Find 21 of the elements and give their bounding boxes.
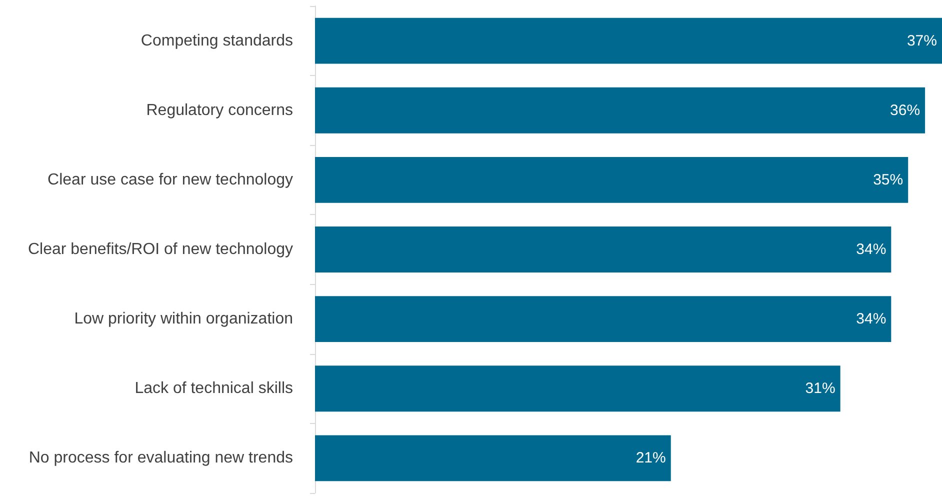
- bar: [315, 87, 926, 134]
- data-label: 34%: [856, 310, 886, 328]
- y-tick-label: Regulatory concerns: [146, 102, 293, 119]
- bar: [315, 366, 840, 412]
- y-tick-label: Lack of technical skills: [134, 380, 293, 398]
- y-tick-label: Low priority within organization: [74, 310, 293, 328]
- data-label: 37%: [906, 32, 937, 50]
- data-label: 31%: [805, 380, 836, 398]
- data-label: 35%: [873, 171, 904, 188]
- bar: [315, 156, 908, 203]
- bar: [315, 296, 892, 342]
- data-label: 36%: [890, 102, 920, 119]
- bar: [315, 435, 671, 482]
- y-tick-label: Competing standards: [140, 32, 293, 50]
- y-tick-label: No process for evaluating new trends: [28, 450, 293, 467]
- y-tick-label: Clear benefits/ROI of new technology: [28, 241, 293, 258]
- bar: [315, 18, 942, 64]
- y-tick-label: Clear use case for new technology: [48, 171, 293, 188]
- data-label: 34%: [856, 241, 886, 258]
- data-label: 21%: [636, 450, 666, 467]
- bar: [315, 226, 892, 272]
